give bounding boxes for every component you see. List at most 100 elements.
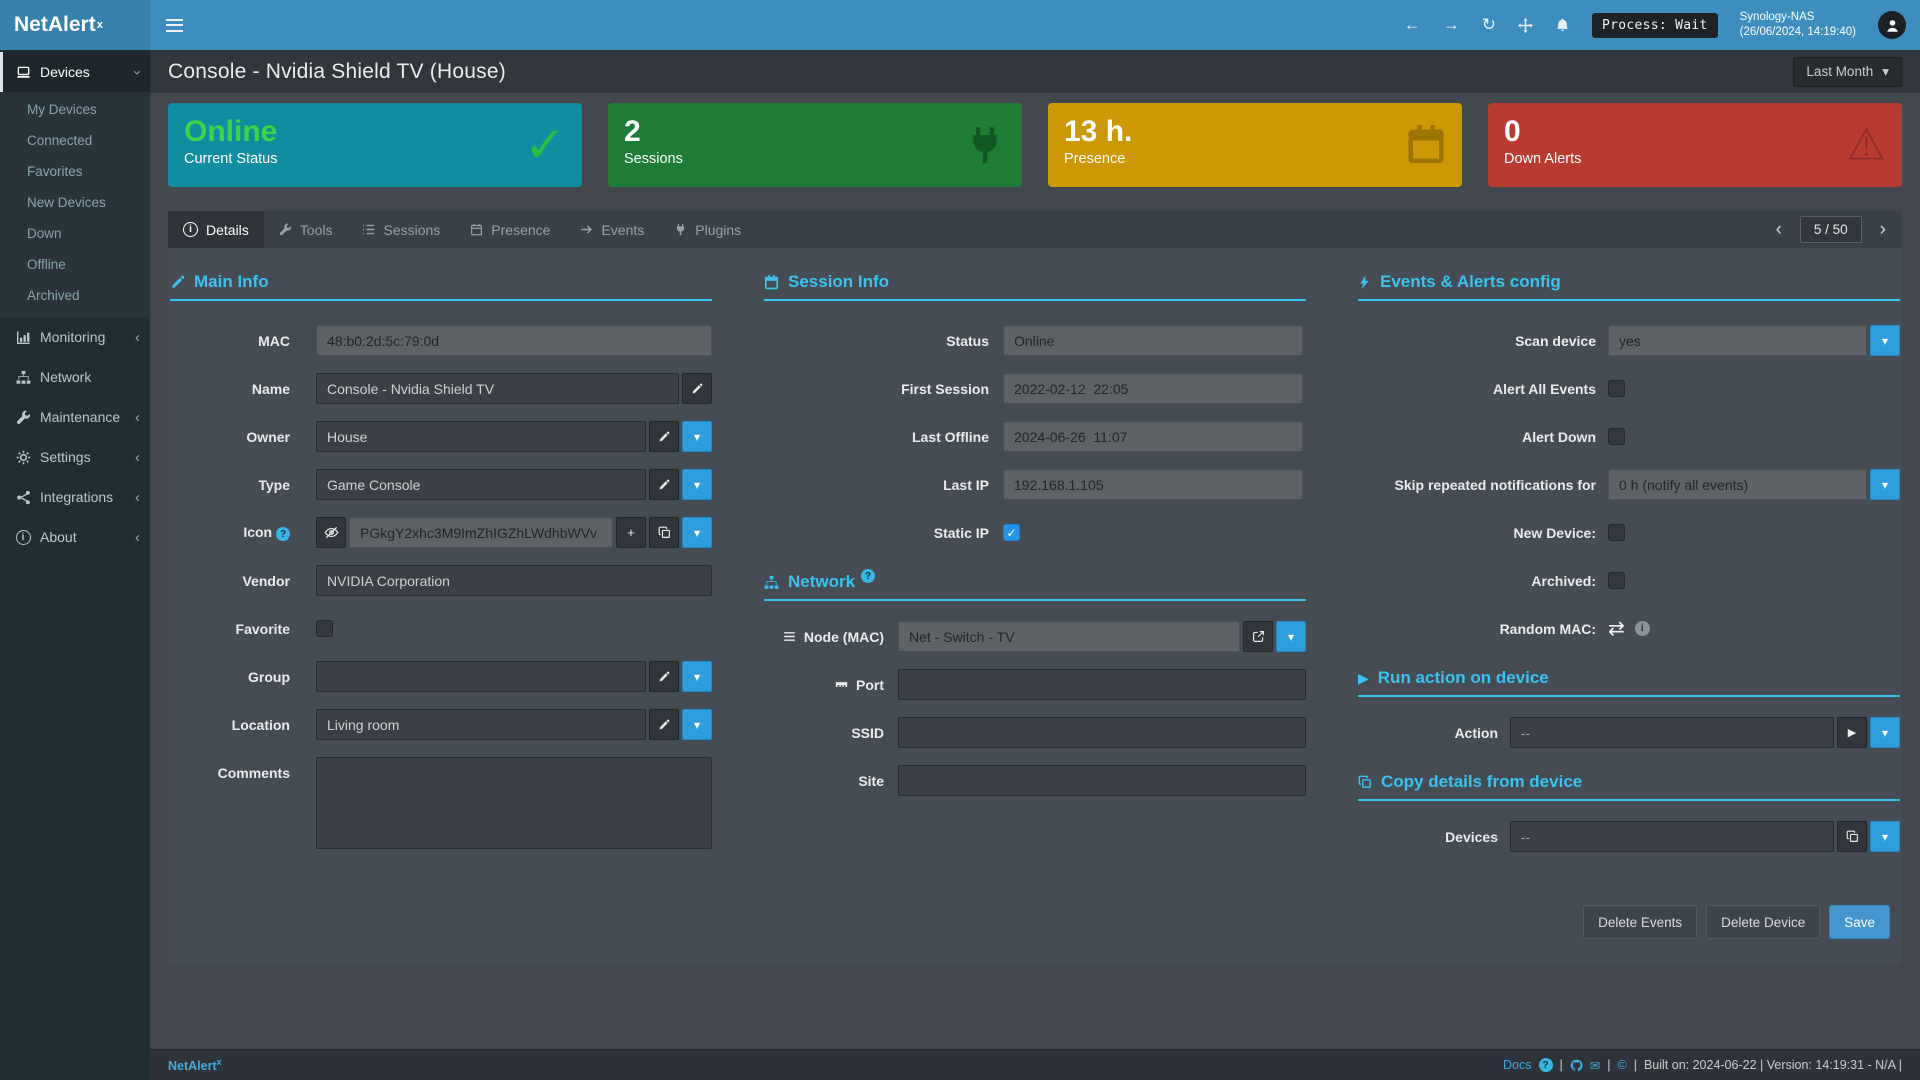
- sidebar-item-network[interactable]: Network: [0, 357, 150, 397]
- owner-dropdown-button[interactable]: ▾: [682, 421, 712, 452]
- edit-owner-button[interactable]: [649, 421, 679, 452]
- footer-brand[interactable]: NetAlertx: [168, 1056, 222, 1074]
- prev-device-button[interactable]: ‹: [1770, 219, 1788, 241]
- icon-dropdown-button[interactable]: ▾: [682, 517, 712, 548]
- scan-device-select[interactable]: [1608, 325, 1867, 356]
- info-icon[interactable]: i: [1634, 621, 1650, 636]
- vendor-input[interactable]: [316, 565, 712, 596]
- icon-base64-input[interactable]: [349, 517, 613, 548]
- brand-logo[interactable]: NetAlert x: [0, 0, 150, 50]
- tab-presence[interactable]: Presence: [455, 211, 565, 248]
- sidebar-item-monitoring[interactable]: Monitoring ‹: [0, 317, 150, 357]
- node-dropdown-button[interactable]: ▾: [1276, 621, 1306, 652]
- alert-all-events-checkbox[interactable]: [1608, 380, 1625, 397]
- sidebar-item-devices[interactable]: Devices ›: [0, 52, 150, 92]
- help-icon[interactable]: ?: [861, 569, 876, 583]
- bell-icon: [1556, 18, 1568, 32]
- help-icon[interactable]: ?: [1538, 1058, 1553, 1072]
- icon-preview-button[interactable]: [316, 517, 346, 548]
- alert-down-checkbox[interactable]: [1608, 428, 1625, 445]
- edit-group-button[interactable]: [649, 661, 679, 692]
- type-dropdown-button[interactable]: ▾: [682, 469, 712, 500]
- action-dropdown-button[interactable]: ▾: [1870, 717, 1900, 748]
- copyright-icon[interactable]: ©: [1617, 1058, 1627, 1072]
- notifications-button[interactable]: [1555, 17, 1570, 33]
- period-selector[interactable]: Last Month ▾: [1793, 56, 1902, 87]
- mac-input[interactable]: [316, 325, 712, 356]
- comments-textarea[interactable]: [316, 757, 712, 849]
- field-label: Last IP: [943, 476, 989, 493]
- copy-icon-button[interactable]: [649, 517, 679, 548]
- edit-location-button[interactable]: [649, 709, 679, 740]
- node-mac-input[interactable]: [898, 621, 1240, 652]
- skip-notifications-select[interactable]: [1608, 469, 1867, 500]
- sidebar-item-integrations[interactable]: Integrations ‹: [0, 477, 150, 517]
- skip-notifications-dropdown-button[interactable]: ▾: [1870, 469, 1900, 500]
- location-input[interactable]: [316, 709, 646, 740]
- delete-device-button[interactable]: Delete Device: [1706, 905, 1821, 939]
- help-icon[interactable]: ?: [276, 527, 290, 542]
- copy-devices-dropdown-button[interactable]: ▾: [1870, 821, 1900, 852]
- network-header: Network ?: [764, 569, 1306, 601]
- tab-sessions[interactable]: Sessions: [347, 211, 455, 248]
- tab-label: Sessions: [383, 221, 441, 238]
- sidebar-subitem-offline[interactable]: Offline: [27, 257, 66, 272]
- back-button[interactable]: ←: [1404, 15, 1421, 35]
- type-input[interactable]: [316, 469, 646, 500]
- sidebar-item-settings[interactable]: Settings ‹: [0, 437, 150, 477]
- user-avatar[interactable]: [1878, 11, 1906, 39]
- delete-events-button[interactable]: Delete Events: [1583, 905, 1698, 939]
- owner-input[interactable]: [316, 421, 646, 452]
- card-value: Online: [184, 115, 278, 148]
- last-ip-input[interactable]: [1003, 469, 1303, 500]
- forward-button[interactable]: →: [1443, 15, 1460, 35]
- scan-device-dropdown-button[interactable]: ▾: [1870, 325, 1900, 356]
- card-label: Down Alerts: [1504, 151, 1582, 167]
- sidebar-subitem-archived[interactable]: Archived: [27, 288, 80, 303]
- host-time: (26/06/2024, 14:19:40): [1739, 26, 1856, 38]
- fullscreen-button[interactable]: [1517, 17, 1533, 33]
- name-input[interactable]: [316, 373, 679, 404]
- copy-devices-select[interactable]: [1510, 821, 1834, 852]
- add-icon-button[interactable]: +: [616, 517, 646, 548]
- last-offline-input[interactable]: [1003, 421, 1303, 452]
- location-dropdown-button[interactable]: ▾: [682, 709, 712, 740]
- github-icon[interactable]: [1570, 1059, 1583, 1072]
- static-ip-checkbox[interactable]: ✓: [1003, 524, 1020, 541]
- sidebar-item-label: Network: [40, 369, 92, 385]
- tab-plugins[interactable]: Plugins: [659, 211, 756, 248]
- sidebar-subitem-favorites[interactable]: Favorites: [27, 164, 83, 179]
- ssid-input[interactable]: [898, 717, 1306, 748]
- favorite-checkbox[interactable]: [316, 620, 333, 637]
- site-input[interactable]: [898, 765, 1306, 796]
- edit-type-button[interactable]: [649, 469, 679, 500]
- action-select[interactable]: [1510, 717, 1834, 748]
- edit-name-button[interactable]: [682, 373, 712, 404]
- sidebar-subitem-my-devices[interactable]: My Devices: [27, 102, 97, 117]
- run-action-button[interactable]: ▶: [1837, 717, 1867, 748]
- sidebar-toggle-button[interactable]: [150, 0, 198, 50]
- new-device-checkbox[interactable]: [1608, 524, 1625, 541]
- copy-from-device-button[interactable]: [1837, 821, 1867, 852]
- first-session-input[interactable]: [1003, 373, 1303, 404]
- save-button[interactable]: Save: [1829, 905, 1890, 939]
- port-input[interactable]: [898, 669, 1306, 700]
- sidebar-subitem-new-devices[interactable]: New Devices: [27, 195, 106, 210]
- open-node-button[interactable]: [1243, 621, 1273, 652]
- docs-link[interactable]: Docs: [1503, 1058, 1532, 1072]
- group-dropdown-button[interactable]: ▾: [682, 661, 712, 692]
- alerts-header: Events & Alerts config: [1358, 272, 1900, 301]
- sidebar-item-about[interactable]: i About ‹: [0, 517, 150, 557]
- next-device-button[interactable]: ›: [1874, 219, 1892, 241]
- tab-events[interactable]: Events: [565, 211, 659, 248]
- refresh-button[interactable]: ↻: [1482, 15, 1496, 35]
- tab-details[interactable]: i Details: [168, 211, 264, 248]
- sidebar-item-maintenance[interactable]: Maintenance ‹: [0, 397, 150, 437]
- group-input[interactable]: [316, 661, 646, 692]
- sidebar-subitem-connected[interactable]: Connected: [27, 133, 93, 148]
- tab-tools[interactable]: Tools: [264, 211, 348, 248]
- archived-checkbox[interactable]: [1608, 572, 1625, 589]
- status-input[interactable]: [1003, 325, 1303, 356]
- sidebar-subitem-down[interactable]: Down: [27, 226, 62, 241]
- mail-icon[interactable]: ✉: [1589, 1058, 1601, 1073]
